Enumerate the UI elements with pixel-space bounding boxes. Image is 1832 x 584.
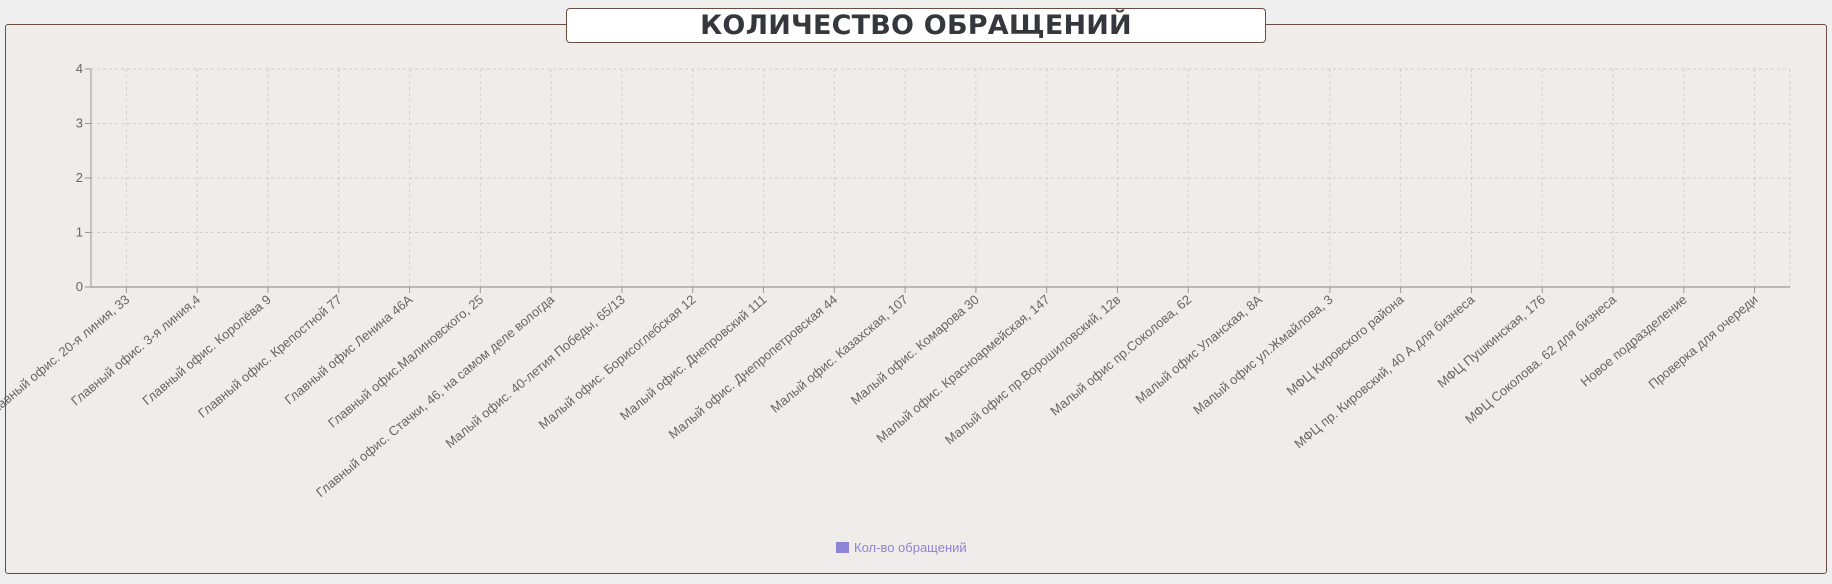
page-title: КОЛИЧЕСТВО ОБРАЩЕНИЙ	[700, 10, 1132, 41]
x-tick-label: МФЦ Кировского района	[1283, 291, 1407, 398]
x-tick-label: Главный офис. Стачки, 46, на самом деле …	[313, 291, 558, 500]
y-tick-labels: 0 1 2 3 4	[76, 61, 83, 294]
x-tick-label: МФЦ Соколова. 62 для бизнеса	[1462, 291, 1619, 426]
y-tick-label: 1	[76, 225, 83, 240]
legend-swatch[interactable]	[836, 542, 849, 553]
y-tick-label: 4	[76, 61, 83, 76]
x-tick-label: Главный офис. Королёва 9	[139, 292, 273, 408]
x-tick-label: Главный офис. 3-я линия,4	[68, 292, 203, 409]
x-tick-label: Малый офис Уланская, 8А	[1132, 292, 1265, 407]
chart-panel	[5, 24, 1827, 574]
title-box: КОЛИЧЕСТВО ОБРАЩЕНИЙ	[566, 8, 1266, 43]
legend-label[interactable]: Кол-во обращений	[854, 540, 967, 555]
y-tick-label: 0	[76, 279, 83, 294]
x-tick-label: Малый офис. Казахская, 107	[768, 292, 912, 416]
x-tick-label: Главный офис. Крепостной 77	[195, 292, 345, 421]
legend[interactable]: Кол-во обращений	[836, 540, 967, 555]
x-tick-label: Главный офис Ленина 46А	[282, 292, 416, 408]
y-tick-label: 3	[76, 116, 83, 131]
x-tick-label: Малый офис пр.Соколова, 62	[1047, 292, 1194, 419]
axes	[85, 68, 1790, 293]
x-tick-label: Малый офис ул.Жмайлова, 3	[1190, 292, 1336, 418]
x-tick-label: Малый офис. Комарова 30	[848, 292, 982, 408]
grid-lines	[91, 68, 1791, 287]
y-tick-label: 2	[76, 170, 83, 185]
x-tick-label: Главный офис. 20-я линия, 33	[0, 292, 132, 420]
x-tick-label: Малый офис. Днепровский 111	[617, 292, 769, 423]
